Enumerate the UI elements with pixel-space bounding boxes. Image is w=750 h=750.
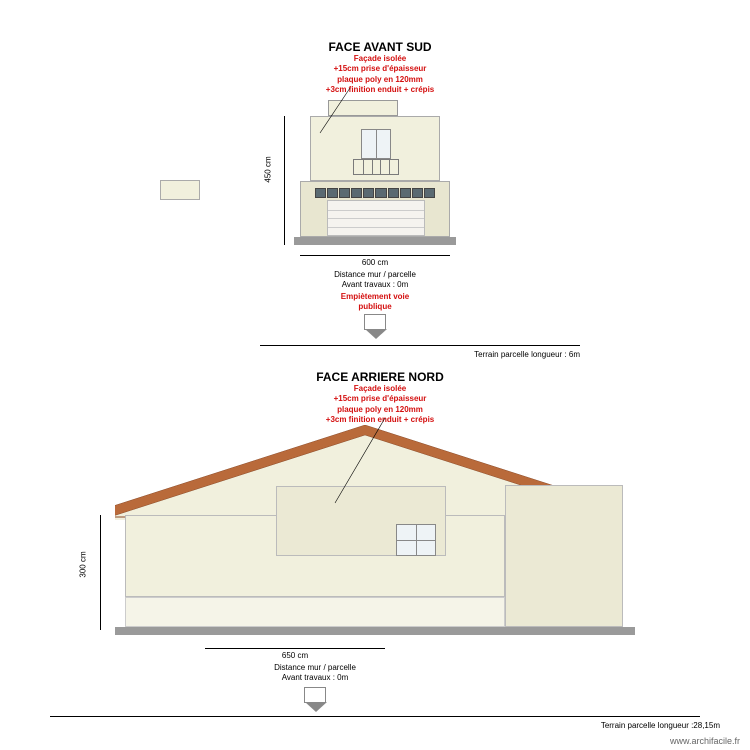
- bottom-title: FACE ARRIERE NORD: [270, 370, 490, 384]
- bottom-height-label: 300 cm: [79, 551, 88, 577]
- top-note-l1: Façade isolée: [354, 54, 406, 63]
- top-dist-l2: Avant travaux : 0m: [342, 280, 409, 289]
- top-arrow: [364, 314, 386, 330]
- top-title-block: FACE AVANT SUD Façade isolée +15cm prise…: [270, 40, 490, 96]
- transom-row: [315, 188, 435, 198]
- top-note-l2: +15cm prise d'épaisseur: [334, 64, 427, 73]
- top-width-label: 600 cm: [300, 258, 450, 267]
- drawing-container: FACE AVANT SUD Façade isolée +15cm prise…: [0, 0, 750, 750]
- color-swatch: [160, 180, 200, 200]
- bottom-distance-block: Distance mur / parcelle Avant travaux : …: [240, 663, 390, 684]
- rear-window: [396, 524, 436, 556]
- top-callout-line: [310, 88, 380, 138]
- top-dim-h-line: [300, 255, 450, 256]
- balcony: [353, 159, 399, 175]
- bottom-width-label: 650 cm: [205, 651, 385, 660]
- top-title: FACE AVANT SUD: [270, 40, 490, 54]
- top-dist-l1: Distance mur / parcelle: [334, 270, 416, 279]
- top-dim-v-line: [284, 116, 285, 245]
- right-extension: [505, 485, 623, 627]
- bottom-ground-line: [50, 716, 700, 717]
- bottom-dim-v-line: [100, 515, 101, 630]
- bottom-dist-l1: Distance mur / parcelle: [274, 663, 356, 672]
- top-red-l1: Empiètement voie: [341, 292, 409, 301]
- top-note: Façade isolée +15cm prise d'épaisseur pl…: [270, 54, 490, 96]
- bottom-foundation: [115, 627, 635, 635]
- bottom-note-l3: plaque poly en 120mm: [337, 405, 423, 414]
- lower-floor: [300, 181, 450, 237]
- bottom-dist-l2: Avant travaux : 0m: [282, 673, 349, 682]
- main-wall: [125, 515, 505, 597]
- bottom-note-l1: Façade isolée: [354, 384, 406, 393]
- top-red-block: Empiètement voie publique: [300, 292, 450, 313]
- top-foundation: [294, 237, 456, 245]
- source-url: www.archifacile.fr: [670, 736, 740, 746]
- top-ground-line: [260, 345, 580, 346]
- bottom-dim-h-line: [205, 648, 385, 649]
- top-height-label: 450 cm: [264, 156, 273, 182]
- top-red-l2: publique: [358, 302, 391, 311]
- garage-door: [327, 200, 425, 236]
- top-terrain: Terrain parcelle longueur : 6m: [420, 350, 580, 359]
- top-distance-block: Distance mur / parcelle Avant travaux : …: [300, 270, 450, 291]
- bottom-callout-line: [330, 418, 420, 508]
- bottom-terrain: Terrain parcelle longueur :28,15m: [530, 721, 720, 730]
- bottom-note-l2: +15cm prise d'épaisseur: [334, 394, 427, 403]
- bottom-arrow: [304, 687, 326, 703]
- top-note-l3: plaque poly en 120mm: [337, 75, 423, 84]
- plinth: [125, 597, 505, 627]
